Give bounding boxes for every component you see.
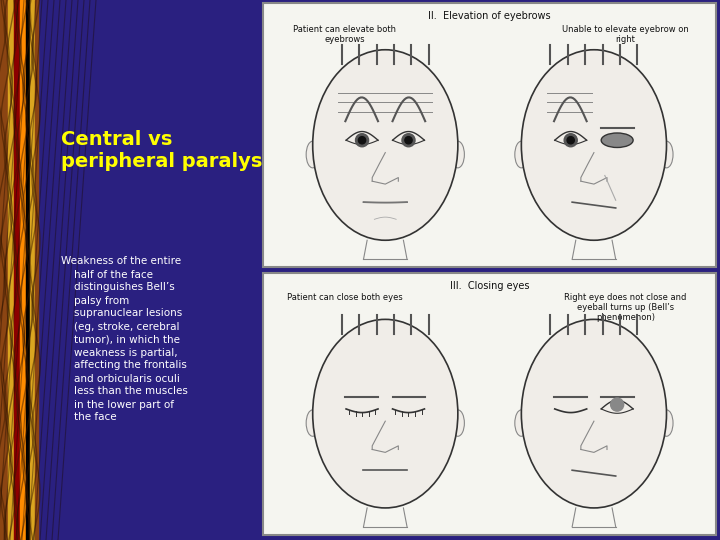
Bar — [8, 0, 14, 540]
Ellipse shape — [660, 141, 673, 168]
Ellipse shape — [312, 319, 458, 508]
Circle shape — [359, 137, 366, 144]
Circle shape — [567, 137, 575, 144]
Text: Patient can elevate both
eyebrows: Patient can elevate both eyebrows — [293, 25, 396, 44]
Circle shape — [356, 134, 369, 147]
Text: half of the face: half of the face — [61, 269, 153, 280]
Text: less than the muscles: less than the muscles — [61, 387, 188, 396]
Text: tumor), in which the: tumor), in which the — [61, 334, 180, 345]
Text: supranuclear lesions: supranuclear lesions — [61, 308, 182, 319]
Circle shape — [564, 134, 577, 147]
Text: (eg, stroke, cerebral: (eg, stroke, cerebral — [61, 321, 180, 332]
Text: and orbicularis oculi: and orbicularis oculi — [61, 374, 180, 383]
Circle shape — [402, 134, 415, 147]
Text: the face: the face — [61, 413, 117, 422]
Ellipse shape — [660, 410, 673, 436]
Ellipse shape — [451, 410, 464, 436]
Text: weakness is partial,: weakness is partial, — [61, 348, 178, 357]
Text: palsy from: palsy from — [61, 295, 130, 306]
Bar — [35, 0, 38, 540]
Text: Right eye does not close and
eyeball turns up (Bell’s
phenomenon): Right eye does not close and eyeball tur… — [564, 293, 687, 322]
Ellipse shape — [451, 141, 464, 168]
Ellipse shape — [521, 319, 667, 508]
Circle shape — [405, 137, 412, 144]
Text: II.  Elevation of eyebrows: II. Elevation of eyebrows — [428, 11, 551, 21]
Bar — [30, 0, 35, 540]
Bar — [14, 0, 20, 540]
Text: affecting the frontalis: affecting the frontalis — [61, 361, 187, 370]
Text: in the lower part of: in the lower part of — [61, 400, 174, 409]
Ellipse shape — [515, 141, 528, 168]
Bar — [26, 0, 30, 540]
Bar — [20, 0, 26, 540]
Text: Weakness of the entire: Weakness of the entire — [61, 256, 181, 267]
Bar — [0, 0, 8, 540]
Text: III.  Closing eyes: III. Closing eyes — [450, 281, 529, 291]
Ellipse shape — [306, 141, 319, 168]
Text: Unable to elevate eyebrow on
right: Unable to elevate eyebrow on right — [562, 25, 689, 44]
Ellipse shape — [521, 50, 667, 240]
Ellipse shape — [312, 50, 458, 240]
Bar — [263, 3, 716, 267]
Bar — [263, 273, 716, 535]
Circle shape — [611, 398, 624, 411]
Ellipse shape — [601, 133, 633, 147]
Ellipse shape — [515, 410, 528, 436]
Text: distinguishes Bell’s: distinguishes Bell’s — [61, 282, 175, 293]
Text: Patient can close both eyes: Patient can close both eyes — [287, 293, 402, 302]
Text: Central vs
peripheral paralys: Central vs peripheral paralys — [61, 130, 263, 171]
Ellipse shape — [306, 410, 319, 436]
